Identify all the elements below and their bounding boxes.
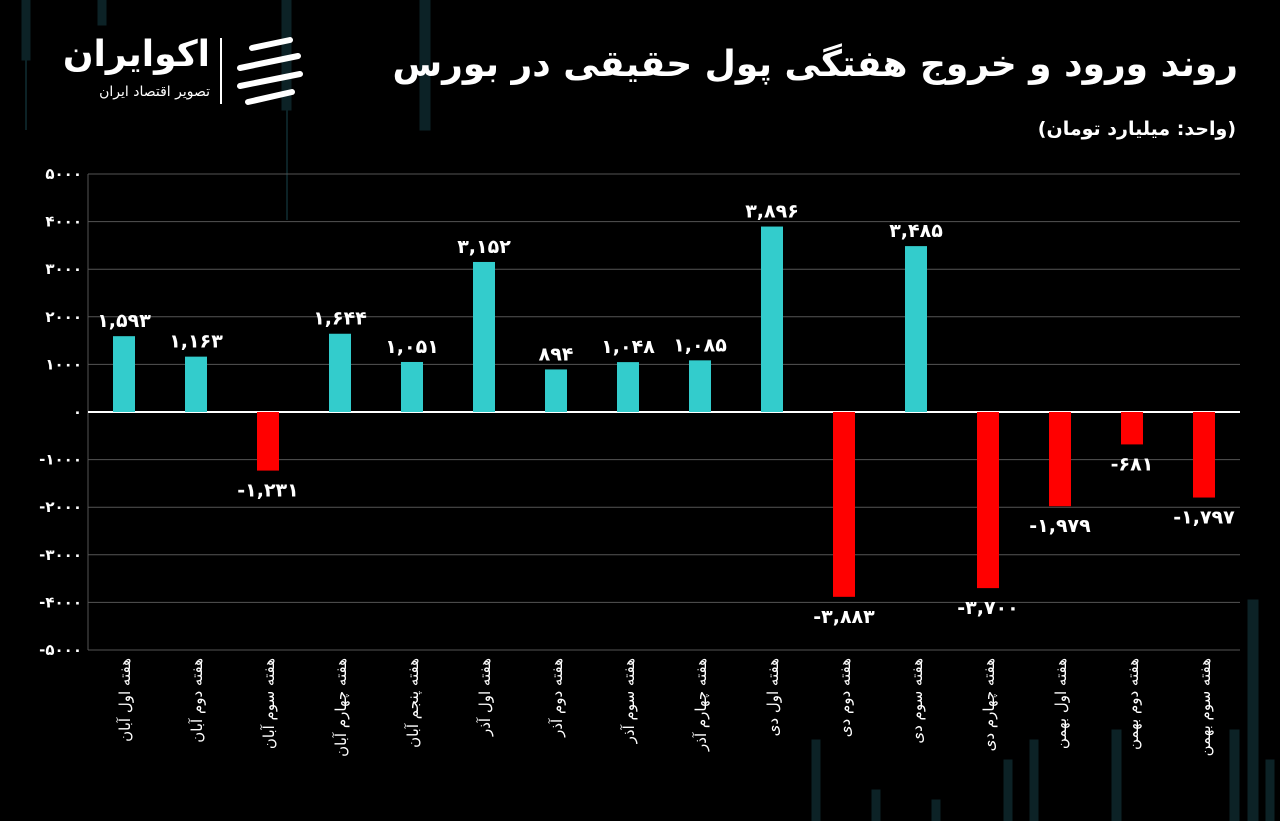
chart-title: روند ورود و خروج هفتگی پول حقیقی در بورس [392, 44, 1239, 85]
data-label-13: -۳,۷۰۰ [957, 597, 1019, 619]
bar-1[interactable] [113, 336, 135, 412]
bar-9[interactable] [689, 360, 711, 412]
y-tick-label: ۳۰۰۰ [45, 260, 82, 278]
x-category-label-15: هفته دوم بهمن [1124, 658, 1142, 750]
x-category-label-4: هفته چهارم آبان [332, 658, 350, 757]
y-tick-label: ۴۰۰۰ [45, 213, 82, 231]
bar-8[interactable] [617, 362, 639, 412]
bar-2[interactable] [185, 356, 207, 412]
data-label-16: -۱,۷۹۷ [1173, 507, 1235, 529]
x-category-label-14: هفته اول بهمن [1052, 658, 1070, 749]
bar-11[interactable] [833, 412, 855, 597]
bar-5[interactable] [401, 361, 423, 412]
data-label-1: ۱,۵۹۳ [97, 310, 151, 332]
labels-layer: ۵۰۰۰ ۴۰۰۰ ۳۰۰۰ ۲۰۰۰ ۱۰۰۰ ۰ -۱۰۰۰ -۲۰۰۰ -۳۰۰۰ -۴۰۰… [39, 165, 1235, 757]
y-tick-label: ۰ [73, 403, 82, 421]
bar-12[interactable] [905, 246, 927, 412]
data-label-8: ۱,۰۴۸ [601, 336, 655, 358]
brand-block[interactable]: اکوایران تصویر اقتصاد ایران [50, 34, 312, 110]
x-category-label-9: هفته چهارم آذر [692, 658, 710, 752]
data-label-12: ۳,۴۸۵ [889, 220, 943, 242]
y-tick-label: -۵۰۰۰ [39, 641, 82, 659]
bar-3[interactable] [257, 412, 279, 471]
y-tick-label: -۱۰۰۰ [39, 451, 82, 469]
x-category-label-11: هفته دوم دی [836, 658, 854, 737]
data-label-11: -۳,۸۸۳ [813, 606, 875, 628]
y-tick-label: ۲۰۰۰ [45, 308, 82, 326]
data-label-5: ۱,۰۵۱ [385, 336, 439, 358]
bar-7[interactable] [545, 369, 567, 412]
x-category-label-8: هفته سوم آذر [620, 658, 638, 744]
ecoiran-logo-icon [237, 37, 303, 105]
x-category-label-16: هفته سوم بهمن [1196, 658, 1214, 756]
x-category-label-6: هفته اول آذر [476, 658, 494, 737]
x-category-label-13: هفته چهارم دی [980, 658, 998, 751]
x-category-label-1: هفته اول آبان [116, 658, 134, 742]
bar-15[interactable] [1121, 412, 1143, 445]
bar-6[interactable] [473, 261, 495, 412]
chart-unit-subtitle: (واحد: میلیارد تومان) [1037, 118, 1236, 140]
brand-name: اکوایران [62, 34, 210, 75]
bars-layer [113, 226, 1215, 597]
data-label-14: -۱,۹۷۹ [1029, 515, 1091, 537]
bar-4[interactable] [329, 333, 351, 412]
x-category-label-7: هفته دوم آذر [548, 658, 566, 738]
x-category-label-2: هفته دوم آبان [188, 658, 206, 743]
brand-tagline: تصویر اقتصاد ایران [99, 84, 210, 100]
y-tick-label: ۵۰۰۰ [45, 165, 82, 183]
data-label-2: ۱,۱۶۳ [169, 331, 223, 353]
y-tick-label: -۲۰۰۰ [39, 498, 82, 516]
data-label-15: -۶۸۱ [1111, 453, 1154, 475]
x-category-label-12: هفته سوم دی [908, 658, 926, 744]
x-category-label-3: هفته سوم آبان [260, 658, 278, 749]
data-label-4: ۱,۶۴۴ [313, 308, 367, 330]
data-label-9: ۱,۰۸۵ [673, 334, 727, 356]
data-label-6: ۳,۱۵۲ [457, 236, 511, 258]
bar-10[interactable] [761, 226, 783, 412]
bar-16[interactable] [1193, 412, 1215, 498]
data-label-7: ۸۹۴ [539, 343, 574, 365]
y-tick-label: -۳۰۰۰ [39, 546, 82, 564]
brand-divider [220, 38, 222, 104]
data-label-10: ۳,۸۹۶ [745, 201, 799, 223]
data-label-3: -۱,۲۳۱ [237, 480, 299, 502]
bar-13[interactable] [977, 412, 999, 589]
x-category-label-10: هفته اول دی [764, 658, 782, 736]
x-category-label-5: هفته پنجم آبان [404, 658, 423, 748]
y-tick-label: -۴۰۰۰ [39, 593, 82, 611]
y-tick-label: ۱۰۰۰ [45, 355, 82, 373]
grid-layer [87, 173, 1240, 651]
bar-14[interactable] [1049, 412, 1071, 507]
